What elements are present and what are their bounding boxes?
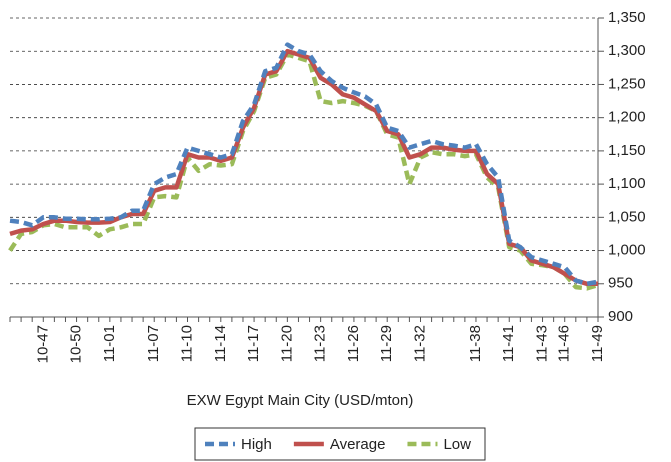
y-tick-label: 1,250	[608, 75, 646, 92]
x-tick-label: 11-46	[556, 325, 573, 362]
y-tick-label: 1,100	[608, 175, 646, 192]
y-tick-label: 900	[608, 308, 633, 325]
x-tick-label: 11-26	[345, 325, 362, 362]
y-tick-label: 950	[608, 275, 633, 292]
x-tick-label: 11-43	[533, 325, 550, 362]
x-tick-label: 10-47	[34, 325, 51, 363]
legend-label: High	[241, 436, 272, 453]
x-tick-label: 11-17	[245, 325, 262, 362]
y-tick-label: 1,300	[608, 42, 646, 59]
x-tick-label: 11-14	[212, 325, 229, 362]
y-tick-label: 1,350	[608, 9, 646, 26]
legend-label: Average	[330, 436, 386, 453]
x-tick-label: 11-07	[145, 325, 162, 362]
x-tick-label: 11-41	[500, 325, 517, 362]
x-tick-label: 11-49	[589, 325, 606, 362]
y-tick-label: 1,000	[608, 242, 646, 259]
legend: High Average Low	[194, 427, 486, 461]
y-tick-label: 1,200	[608, 109, 646, 126]
x-tick-label: 11-32	[411, 325, 428, 362]
legend-label: Low	[443, 436, 471, 453]
y-tick-label: 1,150	[608, 142, 646, 159]
x-tick-label: 11-38	[467, 325, 484, 362]
x-tick-label: 11-20	[278, 325, 295, 362]
x-tick-label: 11-29	[378, 325, 395, 362]
y-tick-label: 1,050	[608, 208, 646, 225]
x-tick-label: 11-23	[312, 325, 329, 362]
x-tick-label: 11-01	[101, 325, 118, 362]
x-tick-label: 10-50	[68, 325, 85, 363]
x-axis-label: EXW Egypt Main City (USD/mton)	[187, 392, 414, 409]
series-line	[9, 42, 599, 287]
series-line	[8, 52, 599, 291]
x-tick-label: 11-10	[178, 325, 195, 362]
